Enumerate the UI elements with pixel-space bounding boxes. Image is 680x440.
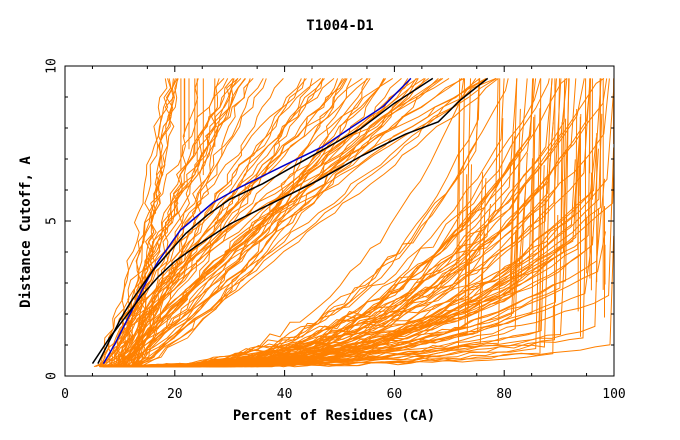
model-curve-32 bbox=[114, 78, 199, 368]
x-tick-label-20: 20 bbox=[167, 387, 183, 402]
model-curve-57 bbox=[125, 78, 439, 368]
y-tick-label-10: 10 bbox=[45, 58, 60, 74]
x-tick-label-80: 80 bbox=[496, 387, 512, 402]
model-curve-66 bbox=[98, 78, 254, 367]
highlighted-series-group bbox=[91, 77, 489, 365]
model-curve-51 bbox=[128, 78, 321, 367]
model-curve-42 bbox=[105, 78, 385, 368]
model-curve-16 bbox=[135, 78, 264, 367]
model-curve-159 bbox=[128, 78, 570, 368]
x-tick-label-100: 100 bbox=[602, 387, 625, 402]
model-curve-27 bbox=[133, 78, 313, 368]
model-curve-18 bbox=[118, 77, 450, 367]
model-curve-22 bbox=[131, 78, 352, 368]
model-curve-132 bbox=[123, 159, 576, 368]
x-tick-label-0: 0 bbox=[61, 387, 69, 402]
model-curve-53 bbox=[124, 78, 305, 367]
model-curve-69 bbox=[120, 78, 235, 367]
model-curve-52 bbox=[130, 78, 419, 368]
model-curves-group bbox=[93, 77, 614, 368]
model-curve-38 bbox=[122, 78, 168, 367]
x-tick-label-40: 40 bbox=[277, 387, 293, 402]
model-curve-55 bbox=[130, 78, 347, 367]
model-curve-68 bbox=[121, 78, 387, 367]
series-model-black-1 bbox=[97, 77, 434, 364]
model-curve-65 bbox=[125, 78, 409, 367]
model-curve-59 bbox=[122, 78, 426, 368]
model-curve-39 bbox=[132, 78, 174, 367]
model-curve-54 bbox=[121, 78, 234, 367]
model-curve-67 bbox=[123, 77, 425, 367]
model-curve-154 bbox=[109, 236, 594, 368]
model-curve-47 bbox=[127, 78, 499, 368]
model-curve-61 bbox=[140, 78, 402, 368]
model-curve-125 bbox=[122, 78, 587, 368]
model-curve-40 bbox=[129, 78, 368, 368]
series-model-blue bbox=[102, 77, 412, 364]
chart-title: T1004-D1 bbox=[306, 18, 373, 34]
y-axis-label: Distance Cutoff, A bbox=[18, 156, 34, 308]
model-curve-153 bbox=[127, 78, 480, 368]
model-curve-17 bbox=[116, 78, 176, 367]
y-tick-label-5: 5 bbox=[45, 217, 60, 225]
series-model-black-2 bbox=[91, 77, 489, 365]
y-tick-label-0: 0 bbox=[45, 372, 60, 380]
model-curve-58 bbox=[108, 78, 302, 367]
model-curve-35 bbox=[117, 78, 429, 367]
x-tick-label-60: 60 bbox=[387, 387, 403, 402]
model-curve-56 bbox=[101, 78, 307, 368]
model-curve-50 bbox=[121, 78, 239, 367]
model-curve-46 bbox=[117, 77, 444, 367]
model-curve-49 bbox=[132, 77, 465, 367]
model-curve-48 bbox=[131, 77, 487, 368]
x-axis-label: Percent of Residues (CA) bbox=[233, 408, 435, 424]
model-curve-25 bbox=[114, 78, 343, 368]
